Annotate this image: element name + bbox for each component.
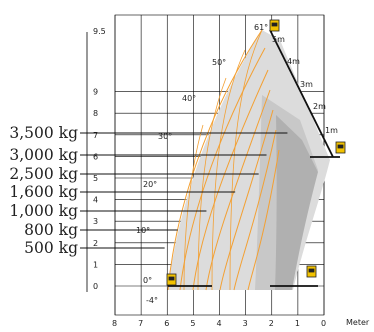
extension-label: 5m bbox=[272, 35, 285, 44]
load-label: 3,000 kg bbox=[9, 146, 78, 164]
y-tick-label: 0 bbox=[93, 282, 98, 291]
x-axis-label: Meter bbox=[346, 318, 370, 327]
y-tick-label: 6 bbox=[93, 152, 98, 161]
angle-label: 10° bbox=[136, 226, 150, 235]
y-tick-label: 9 bbox=[93, 88, 98, 97]
machine-icon bbox=[269, 19, 280, 32]
load-label: 1,600 kg bbox=[9, 183, 78, 201]
y-tick-label: 2 bbox=[93, 239, 98, 248]
angle-label: 20° bbox=[143, 180, 157, 189]
x-tick-label: 7 bbox=[138, 319, 143, 328]
x-tick-label: 4 bbox=[217, 319, 222, 328]
x-axis-ticks: 8 7 6 5 4 3 2 1 0 bbox=[112, 319, 326, 328]
work-area bbox=[168, 30, 330, 290]
x-tick-label: 2 bbox=[269, 319, 274, 328]
x-tick-label: 1 bbox=[295, 319, 300, 328]
y-tick-label: 9.5 bbox=[93, 27, 106, 36]
angle-label: -4° bbox=[146, 296, 158, 305]
machine-icon bbox=[166, 273, 177, 286]
load-label: 1,000 kg bbox=[9, 202, 78, 220]
y-axis-ticks: 9.5 9 8 7 6 5 4 3 2 1 0 bbox=[86, 27, 106, 292]
machine-icons bbox=[166, 19, 346, 286]
y-tick-label: 7 bbox=[93, 131, 98, 140]
y-tick-label: 5 bbox=[93, 174, 98, 183]
load-label: 3,500 kg bbox=[9, 124, 78, 142]
extension-labels: 5m 4m 3m 2m 1m bbox=[272, 35, 338, 135]
angle-labels: 61° 50° 40° 30° 20° 10° 0° -4° bbox=[136, 23, 268, 305]
x-tick-label: 3 bbox=[243, 319, 248, 328]
load-label: 800 kg bbox=[24, 221, 78, 239]
x-tick-label: 5 bbox=[190, 319, 195, 328]
y-tick-label: 8 bbox=[93, 109, 98, 118]
extension-label: 4m bbox=[287, 57, 300, 66]
angle-label: 50° bbox=[212, 58, 226, 67]
machine-icon bbox=[306, 265, 317, 278]
work-area-dark bbox=[275, 115, 318, 290]
load-lines: 3,500 kg 3,000 kg2,500 kg1,600 kg1,000 kg… bbox=[9, 124, 288, 257]
load-label: 500 kg bbox=[24, 239, 78, 257]
angle-label: 61° bbox=[254, 23, 268, 32]
angle-label: 40° bbox=[182, 94, 196, 103]
y-tick-label: 4 bbox=[93, 196, 98, 205]
y-tick-label: 3 bbox=[93, 217, 98, 226]
boom-lines bbox=[168, 29, 340, 287]
machine-icon bbox=[335, 141, 346, 154]
extension-label: 3m bbox=[300, 80, 313, 89]
angle-label: 30° bbox=[158, 132, 172, 141]
x-tick-label: 6 bbox=[164, 319, 169, 328]
y-tick-label: 1 bbox=[93, 260, 98, 269]
x-tick-label: 8 bbox=[112, 319, 117, 328]
load-label: 2,500 kg bbox=[9, 165, 78, 183]
angle-label: 0° bbox=[143, 276, 152, 285]
extension-label: 1m bbox=[325, 126, 338, 135]
x-tick-label: 0 bbox=[321, 319, 326, 328]
envelope-curves bbox=[167, 29, 280, 291]
extension-label: 2m bbox=[313, 102, 326, 111]
